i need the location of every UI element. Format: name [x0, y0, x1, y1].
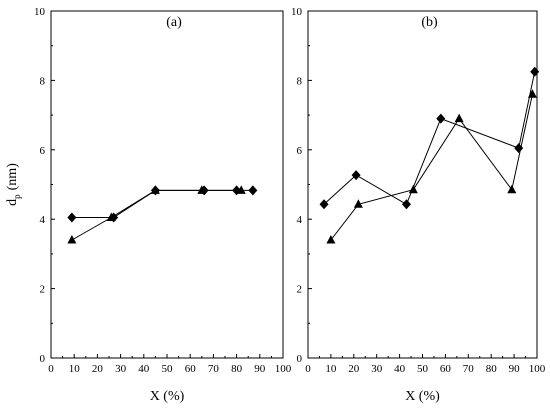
- y-tick-label: 4: [297, 214, 303, 226]
- panel-b: (b) X (%) 0 10 20 30 40 50 60 70 80 90 100 0 2 4 6 8 10: [291, 6, 546, 404]
- x-tick-label: 40: [138, 363, 150, 375]
- diamond-marker: [67, 212, 77, 223]
- triangle-marker: [408, 184, 418, 194]
- y-tick-label: 8: [40, 75, 46, 87]
- y-axis-subscript: p: [12, 194, 22, 199]
- triangle-marker: [353, 199, 363, 208]
- series-lines: [323, 71, 536, 241]
- y-tick-label: 6: [40, 145, 46, 157]
- diamond-marker: [436, 113, 446, 124]
- y-tick-label: 0: [40, 353, 46, 365]
- y-tick-label: 8: [297, 75, 303, 87]
- x-tick-label: 80: [231, 363, 243, 375]
- x-tick-label: 60: [185, 363, 197, 375]
- y-tick-label: 2: [297, 284, 303, 296]
- y-tick-label: 2: [40, 284, 46, 296]
- y-tick-label: 0: [297, 353, 303, 365]
- triangle-marker: [106, 212, 116, 221]
- diamond-series-line: [323, 71, 536, 206]
- series-markers: [319, 66, 540, 244]
- diamond-marker: [401, 199, 411, 210]
- diamond-series-line: [71, 189, 253, 218]
- x-tick-label: 60: [440, 363, 452, 375]
- x-tick-label: 90: [254, 363, 266, 375]
- x-tick-label: 30: [371, 363, 383, 375]
- x-tick-label: 10: [69, 363, 81, 375]
- y-axis-symbol: d: [5, 199, 20, 206]
- panel-title: (b): [421, 15, 438, 30]
- x-tick-label: 70: [463, 363, 475, 375]
- x-tick-label: 10: [325, 363, 337, 375]
- x-tick-label: 80: [486, 363, 498, 375]
- x-tick-label: 0: [305, 363, 311, 375]
- panel-a: (a) X (%) dp(nm) 0 10 20 30 40 50 60 70 80 90 1000…: [5, 6, 292, 404]
- x-tick-label: 40: [394, 363, 406, 375]
- x-tick-label: 20: [92, 363, 104, 375]
- diamond-marker: [530, 66, 540, 77]
- x-tick-label: 100: [529, 363, 546, 375]
- y-tick-label: 4: [40, 214, 46, 226]
- plot-frame: [50, 10, 284, 359]
- axis-ticks: 0 10 20 30 40 50 60 70 80 90 100 0 2 4 6 8 10: [34, 6, 292, 375]
- y-axis-title: dp (nm): [5, 163, 22, 206]
- diamond-marker: [319, 199, 329, 210]
- series-lines: [71, 189, 253, 241]
- diamond-marker: [248, 185, 258, 196]
- y-axis-unit: (nm): [5, 163, 20, 191]
- x-tick-label: 0: [48, 363, 54, 375]
- triangle-marker: [67, 235, 77, 244]
- triangle-series-line: [71, 189, 242, 241]
- triangle-marker: [454, 113, 464, 123]
- x-tick-label: 30: [115, 363, 127, 375]
- y-tick-label: 10: [34, 6, 46, 18]
- x-tick-label: 20: [348, 363, 360, 375]
- triangle-marker: [236, 185, 246, 194]
- series-markers: [67, 185, 258, 244]
- y-tick-label: 6: [297, 145, 303, 157]
- axis-ticks: 0 10 20 30 40 50 60 70 80 90 100 0 2 4 6 8 10: [291, 6, 546, 375]
- x-tick-label: 100: [275, 363, 292, 375]
- y-tick-label: 10: [291, 6, 303, 18]
- triangle-marker: [527, 89, 537, 98]
- diamond-marker: [351, 170, 361, 181]
- x-tick-label: 50: [417, 363, 429, 375]
- triangle-marker: [197, 185, 207, 194]
- triangle-marker: [326, 235, 336, 244]
- x-tick-label: 90: [509, 363, 521, 375]
- diamond-marker: [514, 143, 524, 154]
- panel-title: (a): [166, 15, 182, 30]
- x-axis-title: X (%): [405, 389, 440, 404]
- x-tick-label: 70: [208, 363, 220, 375]
- triangle-marker: [150, 185, 160, 194]
- plot-frame: [307, 10, 538, 359]
- x-axis-title: X (%): [150, 389, 185, 404]
- x-tick-label: 50: [162, 363, 174, 375]
- triangle-series-line: [330, 94, 533, 241]
- triangle-marker: [507, 184, 517, 194]
